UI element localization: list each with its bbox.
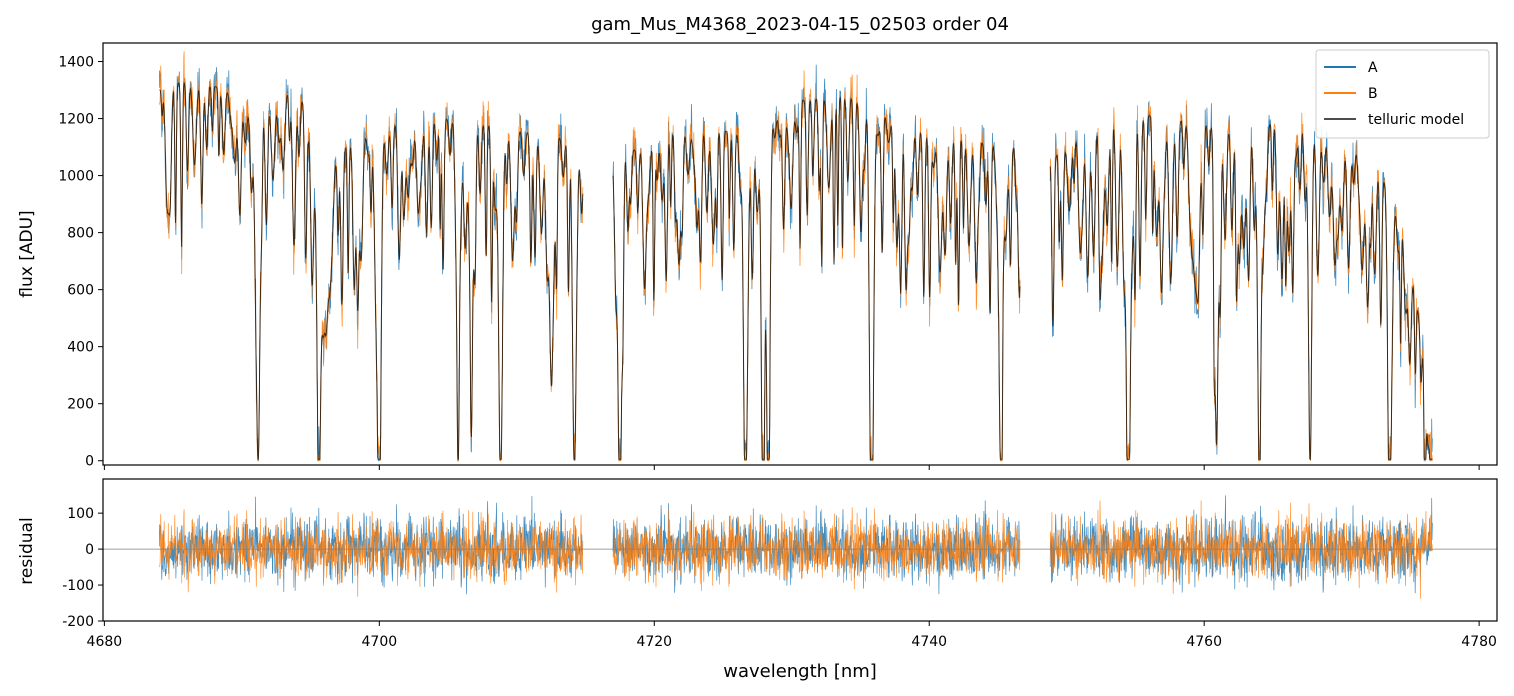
- telluric-model-line: [1049, 115, 1433, 460]
- flux-axes-frame: [102, 42, 1498, 466]
- flux-y-axis-label: flux [ADU]: [17, 210, 37, 297]
- y-tick-label: 600: [67, 283, 94, 299]
- y-tick-label: 1200: [58, 112, 94, 128]
- x-tick-label: 4760: [1186, 634, 1222, 650]
- residual-traces: [103, 495, 1497, 599]
- x-tick-label: 4700: [362, 634, 398, 650]
- residual-a-line: [1049, 495, 1433, 594]
- series-a-line: [1049, 102, 1433, 462]
- x-tick-label: 4720: [636, 634, 672, 650]
- residual-axes-frame: [102, 478, 1498, 622]
- residual-y-axis-label: residual: [17, 517, 37, 584]
- residual-b-line: [1049, 500, 1433, 599]
- x-tick-label: 4740: [911, 634, 947, 650]
- y-tick-label: 100: [67, 506, 94, 522]
- telluric-model-line: [159, 81, 584, 460]
- telluric-model-line: [612, 96, 1021, 460]
- x-tick-label: 4780: [1461, 634, 1497, 650]
- legend-label-model: telluric model: [1368, 112, 1464, 128]
- y-tick-label: 1400: [58, 55, 94, 71]
- flux-x-ticks: [103, 465, 1480, 470]
- legend-frame: [1315, 49, 1490, 139]
- legend: A B telluric model: [1315, 49, 1490, 139]
- y-tick-label: -200: [62, 614, 94, 630]
- residual-b-line: [159, 509, 584, 597]
- y-tick-label: -100: [62, 578, 94, 594]
- x-axis-label: wavelength [nm]: [723, 661, 877, 682]
- legend-label-b: B: [1368, 86, 1378, 102]
- y-tick-label: 400: [67, 340, 94, 356]
- residual-y-ticks: -200 -100 0 100: [62, 506, 103, 630]
- y-tick-label: 0: [85, 542, 94, 558]
- residual-panel: -200 -100 0 100 4680 4700 4720 4740 4760 4780 re…: [17, 478, 1498, 650]
- series-b-line: [159, 51, 584, 463]
- x-tick-label: 4680: [87, 634, 123, 650]
- flux-y-ticks: 0 200 400 600 800 1000 1200 1400: [58, 55, 103, 470]
- flux-traces: [159, 51, 1433, 463]
- y-tick-label: 0: [85, 454, 94, 470]
- chart-title: gam_Mus_M4368_2023-04-15_02503 order 04: [591, 14, 1009, 35]
- y-tick-label: 200: [67, 397, 94, 413]
- residual-a-line: [612, 500, 1021, 595]
- residual-x-ticks: 4680 4700 4720 4740 4760 4780: [87, 621, 1497, 650]
- y-tick-label: 1000: [58, 169, 94, 185]
- residual-b-line: [612, 507, 1021, 592]
- flux-panel: 0 200 400 600 800 1000 1200 1400 flux [ADU] A B…: [17, 42, 1498, 470]
- y-tick-label: 800: [67, 226, 94, 242]
- legend-label-a: A: [1368, 60, 1378, 76]
